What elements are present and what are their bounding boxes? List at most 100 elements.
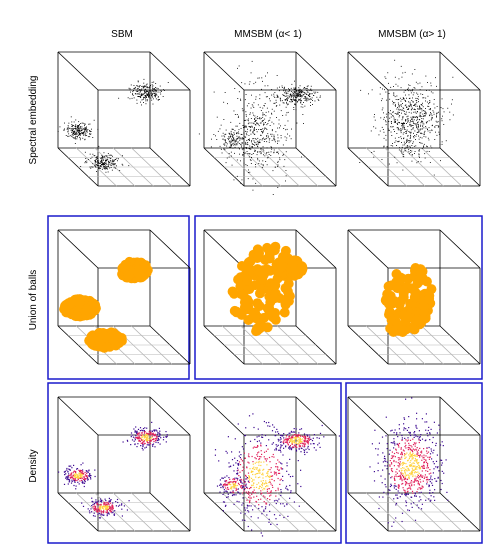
density-point [263,456,265,458]
embedding-point [133,88,135,89]
density-point [154,430,156,432]
density-point [286,488,288,490]
embedding-point [436,116,437,118]
embedding-point [271,135,273,137]
density-point [165,431,167,433]
density-point [240,485,242,487]
embedding-point [154,90,156,92]
embedding-point [393,115,394,117]
density-point [143,441,145,443]
embedding-point [84,125,85,127]
embedding-point [404,144,406,146]
ball [133,269,144,280]
embedding-point [430,82,432,84]
density-point [268,492,270,494]
density-point [151,439,153,441]
density-point [250,477,253,479]
density-point [419,436,421,438]
density-point [263,501,265,503]
embedding-point [258,142,260,143]
density-point [226,484,228,486]
embedding-point [150,93,152,95]
density-point [434,478,436,480]
embedding-point [387,113,389,115]
embedding-point [74,132,76,134]
density-point [259,472,261,474]
embedding-point [410,152,412,153]
embedding-point [103,162,105,163]
embedding-point [407,115,409,117]
embedding-point [398,106,400,108]
embedding-point [398,78,400,80]
density-point [288,432,290,434]
density-point [255,473,257,475]
embedding-point [406,130,408,132]
embedding-point [421,121,423,123]
embedding-point [296,94,298,96]
embedding-point [231,164,233,166]
density-point [222,485,224,488]
embedding-point [73,134,74,136]
density-point [407,493,409,495]
density-point [391,470,394,473]
embedding-point [271,130,273,132]
density-point [418,430,420,432]
density-point [409,455,411,457]
density-point [165,441,167,443]
embedding-point [303,102,304,103]
embedding-point [306,93,307,95]
embedding-point [385,124,387,126]
embedding-point [408,84,410,86]
density-point [84,478,86,480]
embedding-point [308,96,310,97]
embedding-point [85,133,87,135]
density-point [260,444,262,446]
density-point [393,438,395,440]
embedding-point [286,98,287,100]
density-point [69,476,71,479]
density-point [82,505,85,507]
ball [283,296,294,307]
density-point [408,464,411,466]
density-point [277,487,279,489]
embedding-point [300,91,302,92]
embedding-point [247,128,248,130]
density-point [245,478,247,480]
density-point [404,437,406,439]
density-point [89,476,92,479]
embedding-point [259,139,261,141]
embedding-point [416,92,418,94]
density-point [408,477,410,479]
embedding-point [236,135,238,137]
density-point [156,435,158,437]
embedding-point [306,90,308,92]
density-point [276,428,278,430]
embedding-point [249,126,251,127]
embedding-point [388,121,390,122]
embedding-point [98,162,99,164]
embedding-point [101,157,103,158]
density-point [263,487,265,489]
embedding-point [384,89,385,91]
embedding-point [402,124,404,125]
embedding-point [248,126,250,127]
density-point [398,442,401,445]
embedding-point [275,131,277,133]
embedding-point [423,115,425,116]
embedding-point [283,95,285,96]
density-point [143,437,145,439]
density-point [422,480,424,482]
cube-r2-c2-edge [347,396,389,436]
embedding-point [414,103,416,105]
density-point [103,508,105,510]
embedding-point [73,137,75,139]
density-point [282,435,284,437]
density-point [244,487,246,490]
density-point [245,427,247,429]
embedding-point [416,119,418,121]
density-point [103,502,105,505]
density-point [137,433,139,435]
embedding-point [145,96,147,98]
density-point [275,518,277,520]
density-point [283,439,285,441]
